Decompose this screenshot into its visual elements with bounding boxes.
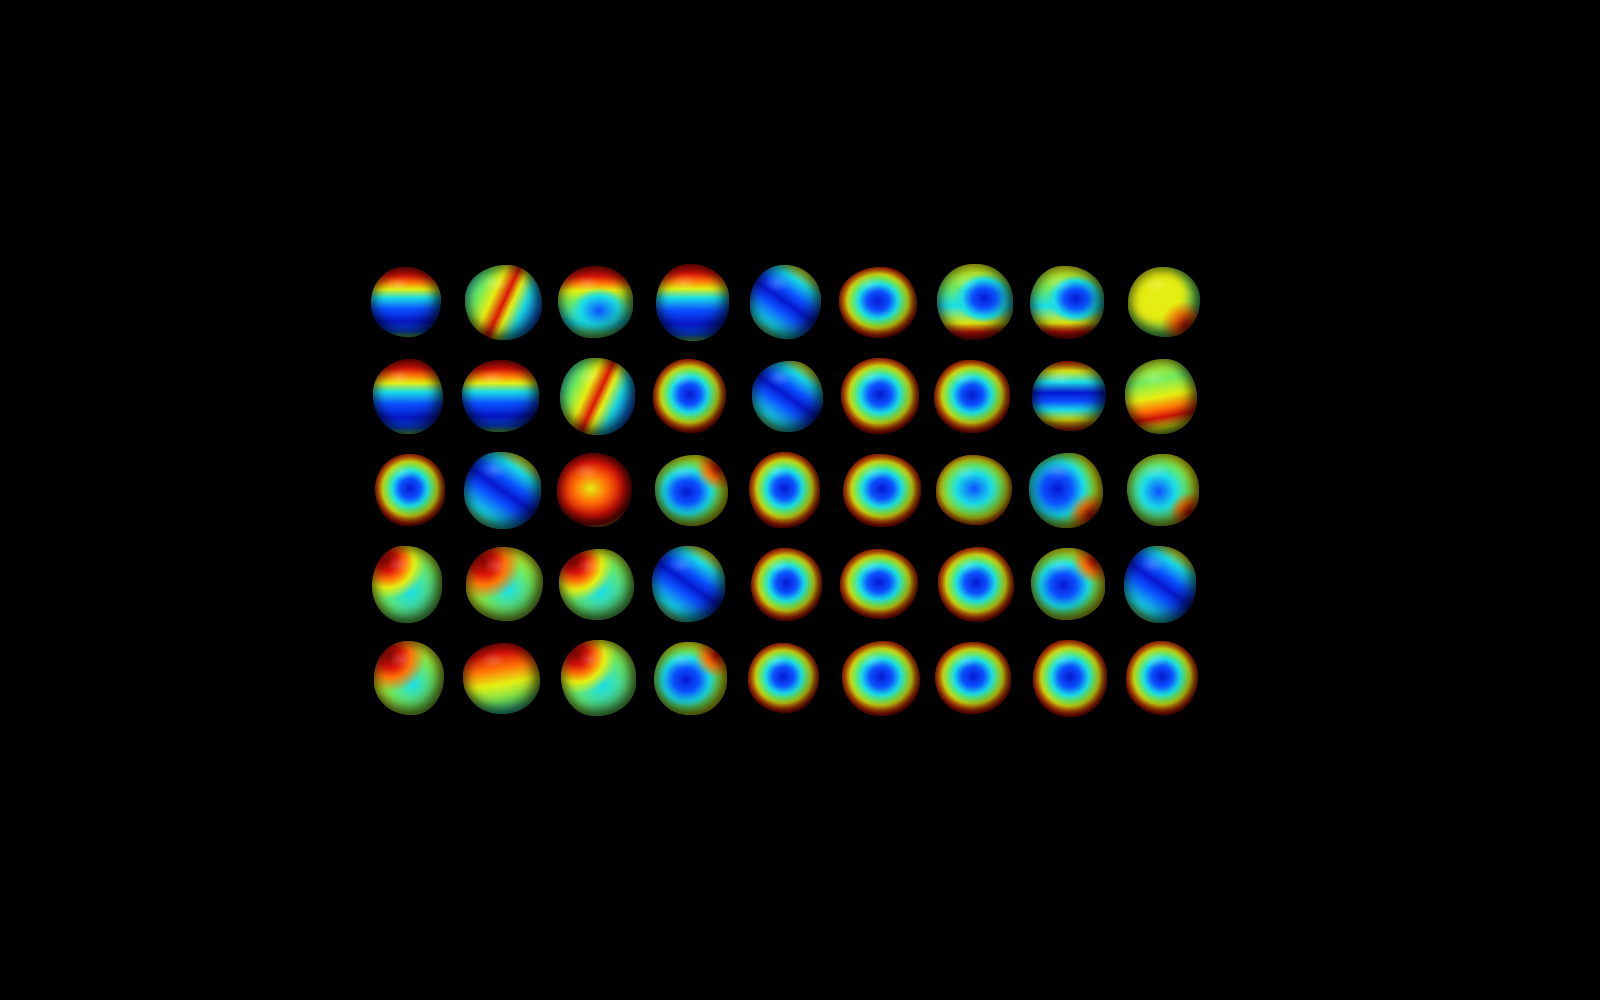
blob-sphere bbox=[461, 360, 539, 432]
blob-sphere bbox=[840, 358, 919, 434]
blob-sphere bbox=[841, 640, 920, 716]
blob-sphere bbox=[1125, 358, 1198, 434]
blob-sphere bbox=[373, 358, 443, 434]
blob-sphere bbox=[842, 453, 921, 527]
blob-sphere bbox=[1030, 265, 1105, 339]
blob-sphere bbox=[462, 642, 540, 714]
blob-sphere bbox=[838, 266, 917, 338]
blob-sphere bbox=[1126, 641, 1199, 715]
blob-sphere bbox=[372, 545, 442, 623]
blob-sphere bbox=[465, 547, 543, 621]
blob-sphere bbox=[749, 265, 821, 339]
blob-sphere bbox=[652, 546, 726, 622]
blob-sphere bbox=[655, 454, 729, 526]
blob-sphere bbox=[654, 641, 728, 715]
blob-sphere bbox=[839, 549, 918, 619]
blob-sphere bbox=[750, 547, 822, 621]
blob-sphere bbox=[1124, 545, 1197, 623]
blob-sphere bbox=[936, 264, 1013, 340]
blob-sphere bbox=[653, 359, 727, 433]
blob-sphere bbox=[748, 452, 820, 528]
blob-sphere bbox=[559, 548, 635, 620]
blob-sphere bbox=[747, 643, 819, 713]
blob-sphere bbox=[374, 641, 444, 715]
blob-sphere bbox=[464, 264, 542, 340]
blob-sphere bbox=[1029, 452, 1104, 528]
blob-sphere bbox=[751, 360, 823, 432]
blob-sphere bbox=[934, 642, 1011, 714]
blob-sphere bbox=[561, 640, 637, 716]
blob-sphere bbox=[375, 454, 445, 526]
blob-sphere bbox=[656, 263, 730, 341]
blob-sphere bbox=[557, 453, 633, 527]
blob-sphere bbox=[463, 451, 541, 529]
blob-sphere bbox=[1128, 267, 1201, 337]
blob-sphere bbox=[933, 359, 1010, 433]
blob-sphere bbox=[560, 357, 636, 435]
blob-sphere bbox=[558, 266, 634, 338]
blob-sphere bbox=[1032, 361, 1107, 431]
blob-sphere bbox=[1033, 639, 1108, 717]
blob-sphere bbox=[1127, 454, 1200, 526]
blob-sphere bbox=[937, 546, 1014, 622]
blob-sphere bbox=[1031, 548, 1106, 620]
blob-sphere bbox=[371, 267, 441, 337]
blob-sphere bbox=[935, 455, 1012, 525]
